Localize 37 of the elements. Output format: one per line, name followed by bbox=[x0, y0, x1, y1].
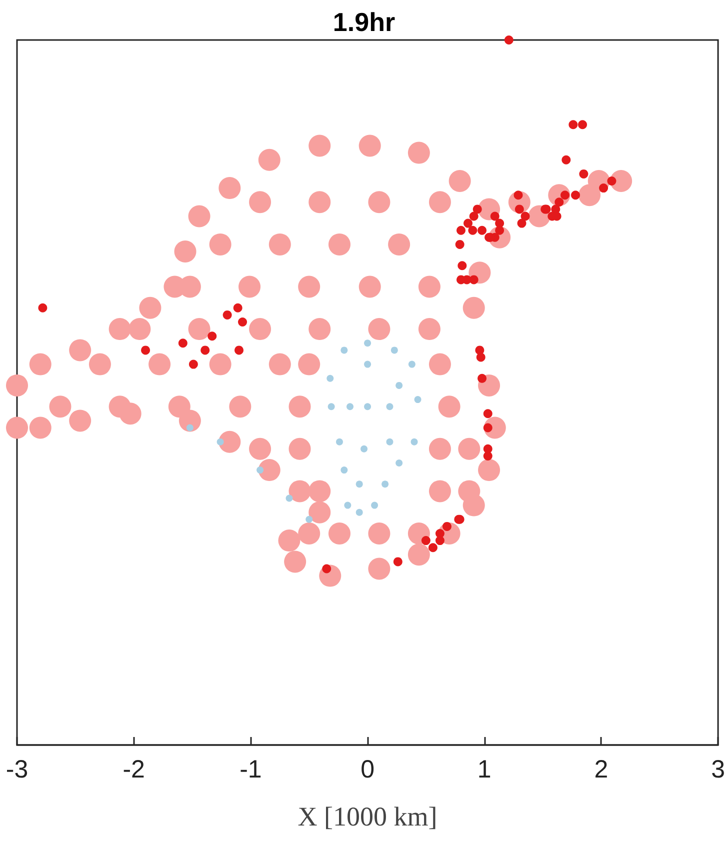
point bbox=[306, 516, 313, 523]
point bbox=[326, 374, 334, 382]
point bbox=[396, 382, 403, 389]
x-tick-label: -2 bbox=[122, 756, 145, 784]
point bbox=[216, 438, 224, 446]
chart-title: 1.9hr bbox=[332, 7, 396, 37]
point bbox=[346, 403, 354, 410]
point bbox=[396, 460, 403, 466]
point bbox=[364, 360, 372, 368]
point bbox=[340, 466, 348, 474]
point bbox=[386, 403, 394, 410]
point bbox=[360, 445, 368, 452]
x-tick-label: -3 bbox=[6, 756, 28, 784]
point bbox=[382, 480, 389, 488]
point bbox=[364, 340, 372, 347]
x-tick-label: 3 bbox=[711, 756, 725, 784]
point bbox=[186, 424, 194, 432]
point bbox=[390, 346, 398, 354]
point bbox=[340, 346, 348, 354]
x-tick-label: 0 bbox=[360, 756, 374, 784]
point bbox=[364, 403, 372, 410]
point bbox=[328, 403, 335, 410]
point bbox=[286, 494, 293, 502]
point bbox=[356, 508, 363, 516]
point bbox=[410, 438, 418, 446]
x-tick-label: 1 bbox=[477, 756, 492, 784]
point bbox=[356, 480, 363, 488]
x-axis-title: X [1000 km] bbox=[298, 802, 438, 832]
point bbox=[344, 502, 352, 509]
x-tick-label: 2 bbox=[594, 756, 608, 784]
x-tick-label: -1 bbox=[240, 756, 262, 784]
point bbox=[336, 438, 343, 446]
point bbox=[371, 502, 378, 509]
point bbox=[256, 466, 264, 474]
point bbox=[408, 360, 416, 368]
point bbox=[414, 396, 422, 404]
point bbox=[386, 438, 394, 446]
